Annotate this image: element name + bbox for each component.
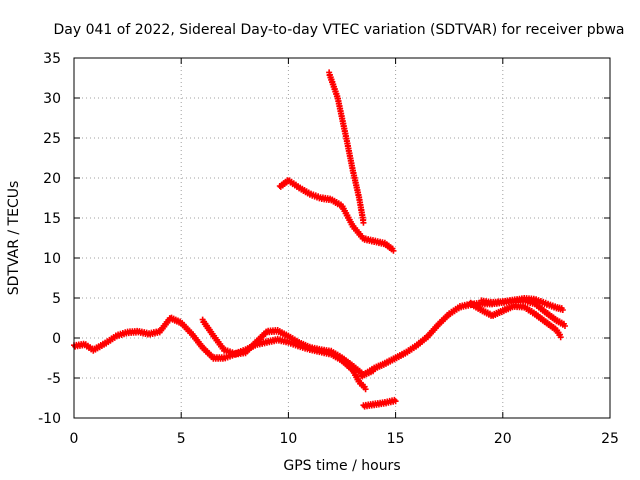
y-tick-label: -10 <box>38 411 61 427</box>
x-tick-label: 0 <box>70 431 79 447</box>
data-point <box>362 386 369 393</box>
series-track-3 <box>276 177 397 254</box>
x-tick-label: 15 <box>387 431 405 447</box>
y-tick-label: -5 <box>47 371 61 387</box>
x-tick-label: 5 <box>177 431 186 447</box>
chart-title: Day 041 of 2022, Sidereal Day-to-day VTE… <box>53 22 624 38</box>
series-track-4 <box>326 69 367 226</box>
x-tick-label: 10 <box>279 431 297 447</box>
ticks: 0 5 10 15 20 25 -10 -5 0 5 10 15 20 25 30 35 <box>38 51 619 447</box>
x-tick-label: 20 <box>494 431 512 447</box>
data-point <box>390 247 397 254</box>
y-tick-label: 30 <box>43 91 61 107</box>
series-track-6 <box>358 295 566 380</box>
y-tick-label: 0 <box>52 331 61 347</box>
data-point <box>392 398 399 405</box>
plot-frame <box>73 57 611 419</box>
y-tick-label: 35 <box>43 51 61 67</box>
data-point <box>360 219 367 226</box>
y-tick-label: 10 <box>43 251 61 267</box>
grid <box>74 58 610 418</box>
series-layer <box>71 69 568 410</box>
y-tick-label: 15 <box>43 211 61 227</box>
series-track-2 <box>199 316 378 379</box>
x-tick-label: 25 <box>601 431 619 447</box>
y-tick-label: 25 <box>43 131 61 147</box>
x-axis-title: GPS time / hours <box>283 458 400 474</box>
data-point <box>561 323 568 329</box>
series-track-7 <box>467 299 564 341</box>
y-tick-label: 5 <box>52 291 61 307</box>
series-track-1 <box>71 314 369 393</box>
y-tick-label: 20 <box>43 171 61 187</box>
data-point <box>559 307 566 313</box>
series-track-8 <box>478 296 568 329</box>
y-axis-title: SDTVAR / TECUs <box>6 181 22 296</box>
series-track-5 <box>360 396 399 410</box>
data-point <box>557 334 564 341</box>
